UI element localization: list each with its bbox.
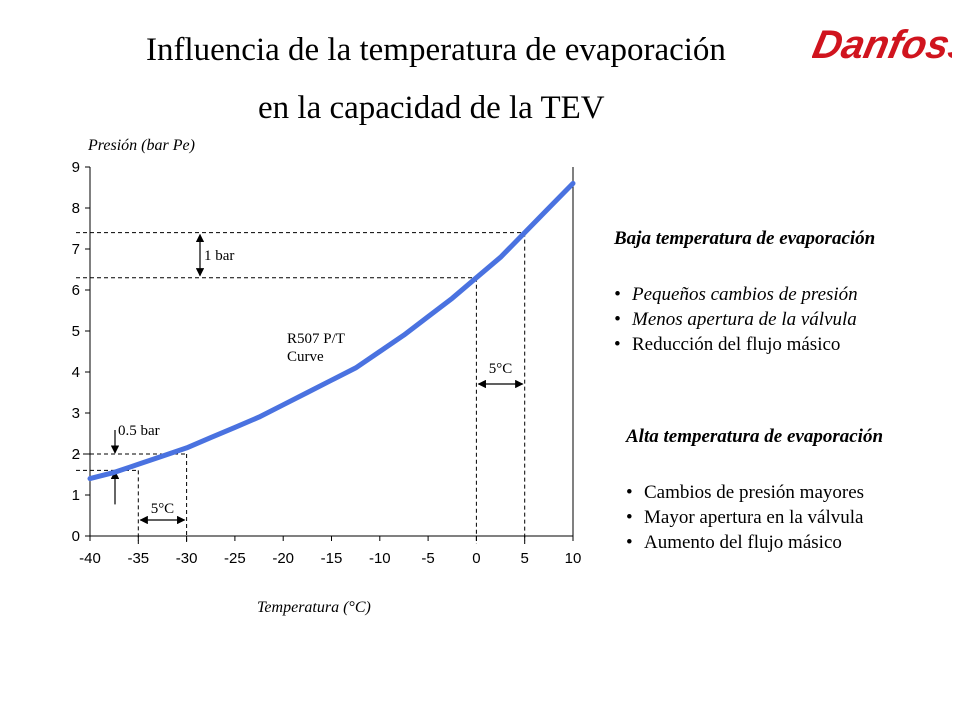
y-tick-label: 8 [72, 200, 80, 217]
x-tick-label: -20 [272, 550, 294, 567]
curve-label: R507 P/T Curve [287, 331, 345, 365]
chart-guides [76, 232, 526, 544]
y-tick-label: 6 [72, 282, 80, 299]
list-item: Menos apertura de la válvula [614, 307, 875, 332]
label-low-delta-p: 0.5 bar [118, 423, 160, 439]
title-line-1: Influencia de la temperatura de evaporac… [146, 32, 726, 68]
section-low-heading: Baja temperatura de evaporación [614, 228, 876, 249]
y-tick-label: 1 [72, 487, 80, 504]
y-axis-label: Presión (bar Pe) [87, 137, 195, 154]
x-tick-label: -15 [321, 550, 343, 567]
x-tick-label: 10 [565, 550, 582, 567]
title-line-2: en la capacidad de la TEV [258, 90, 605, 126]
chart-axes: 0 1 2 3 4 5 6 7 8 9 -40 -35 -30 -25 -20 -15 -10 -5 0 5 10 [72, 159, 582, 567]
y-tick-label: 5 [72, 323, 80, 340]
label-low-delta-t: 5°C [151, 501, 175, 517]
section-low-list: Pequeños cambios de presión Menos apertu… [614, 282, 875, 357]
x-tick-label: -25 [224, 550, 246, 567]
x-tick-label: -30 [176, 550, 198, 567]
x-tick-label: -40 [79, 550, 101, 567]
series-line-r507 [87, 180, 576, 482]
section-low-temperature: Baja temperatura de evaporación Pequeños… [614, 228, 875, 357]
list-item: Aumento del flujo másico [626, 530, 883, 555]
y-tick-label: 9 [72, 159, 80, 176]
x-tick-label: -35 [127, 550, 149, 567]
x-tick-label: 5 [521, 550, 529, 567]
danfoss-logo: Danfoss [812, 21, 952, 66]
chart-labels: Presión (bar Pe) Temperatura (°C) R507 P/T… [87, 137, 512, 616]
x-tick-label: 0 [472, 550, 480, 567]
section-high-temperature: Alta temperatura de evaporación Cambios … [626, 426, 883, 555]
label-high-delta-t: 5°C [489, 361, 513, 377]
logo-text: Danfoss [812, 21, 952, 66]
x-axis-label: Temperatura (°C) [257, 599, 371, 616]
y-tick-label: 4 [72, 364, 80, 381]
y-tick-label: 2 [72, 446, 80, 463]
label-high-delta-p: 1 bar [204, 248, 234, 264]
x-tick-label: -10 [369, 550, 391, 567]
y-tick-label: 0 [72, 528, 80, 545]
y-tick-label: 3 [72, 405, 80, 422]
list-item: Reducción del flujo másico [614, 332, 875, 357]
list-item: Cambios de presión mayores [626, 480, 883, 505]
chart-series [87, 180, 576, 482]
x-tick-label: -5 [421, 550, 434, 567]
y-tick-label: 7 [72, 241, 80, 258]
list-item: Mayor apertura en la válvula [626, 505, 883, 530]
section-high-list: Cambios de presión mayores Mayor apertur… [626, 480, 883, 555]
section-high-heading: Alta temperatura de evaporación [626, 426, 884, 447]
list-item: Pequeños cambios de presión [614, 282, 875, 307]
